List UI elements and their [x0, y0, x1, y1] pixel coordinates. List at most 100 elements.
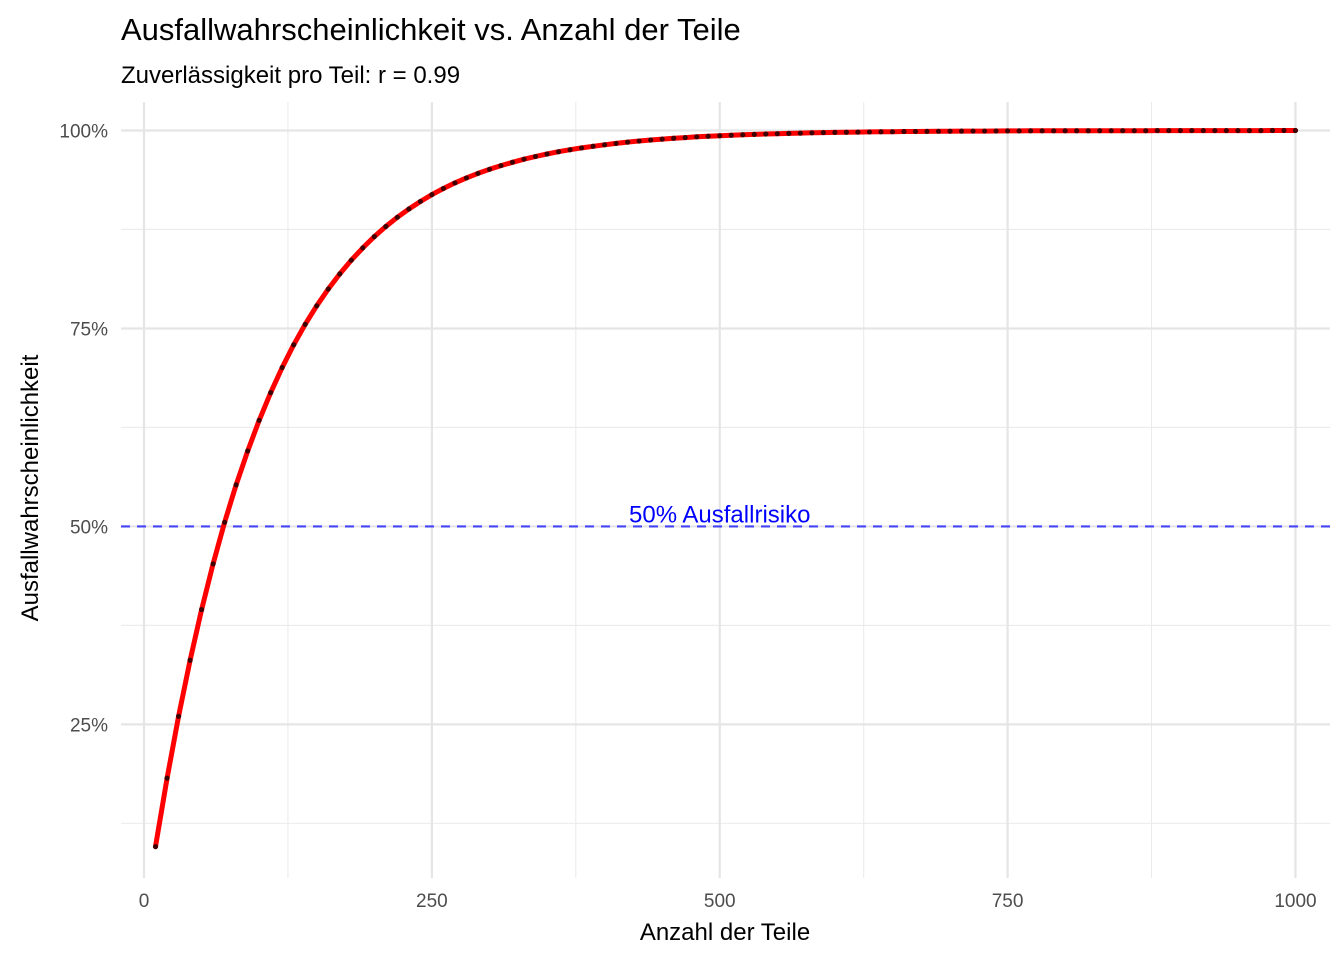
data-point	[832, 129, 838, 136]
data-point	[314, 303, 320, 309]
data-point	[337, 271, 343, 277]
data-point	[774, 131, 780, 137]
data-point	[1028, 128, 1034, 134]
data-point	[302, 321, 308, 327]
data-point	[406, 206, 412, 212]
y-axis-title: Ausfallwahrscheinlichkeit	[17, 354, 44, 621]
data-point	[486, 166, 493, 172]
data-point	[659, 136, 665, 142]
x-tick-label: 500	[704, 891, 736, 912]
data-point	[532, 153, 539, 160]
reference-line-label: 50% Ausfallrisiko	[629, 501, 810, 528]
x-tick-label: 250	[416, 891, 448, 912]
data-point	[889, 129, 896, 135]
series-line	[153, 128, 1298, 850]
data-point	[717, 133, 723, 139]
data-point	[1292, 127, 1299, 134]
data-point	[1131, 128, 1137, 134]
data-point	[705, 133, 711, 139]
data-point	[360, 245, 366, 251]
x-tick-label: 1000	[1274, 891, 1316, 912]
data-point	[544, 151, 550, 157]
data-point	[463, 175, 470, 181]
data-point	[175, 713, 182, 719]
data-point	[245, 448, 251, 454]
data-point	[268, 390, 274, 396]
data-point	[809, 130, 815, 136]
data-point	[475, 170, 481, 177]
data-point	[602, 142, 608, 148]
data-point	[855, 129, 861, 135]
data-point	[555, 149, 562, 155]
reference-line-layer: 50% Ausfallrisiko	[121, 501, 1330, 528]
data-point	[164, 775, 170, 781]
data-point	[371, 234, 377, 240]
y-tick-label: 25%	[70, 715, 108, 736]
data-point	[1189, 127, 1195, 134]
data-point	[1166, 127, 1172, 134]
data-point	[291, 342, 297, 348]
data-point	[1120, 128, 1126, 134]
chart-title: Ausfallwahrscheinlichkeit vs. Anzahl der…	[121, 12, 741, 47]
data-point	[694, 134, 700, 140]
data-point	[993, 128, 999, 134]
x-tick-label: 0	[139, 891, 150, 912]
data-point	[613, 140, 619, 147]
data-point	[1235, 127, 1241, 134]
data-point	[1051, 128, 1057, 134]
data-point	[222, 519, 228, 525]
data-point	[912, 128, 919, 135]
data-point	[878, 129, 884, 135]
y-tick-label: 100%	[59, 122, 108, 143]
data-point	[256, 417, 262, 423]
data-point	[233, 482, 239, 488]
data-point	[279, 364, 285, 371]
data-point	[394, 214, 400, 220]
data-point	[1062, 128, 1068, 134]
data-point	[648, 137, 654, 143]
data-point	[187, 657, 193, 663]
data-point	[383, 223, 389, 230]
y-tick-label: 75%	[70, 319, 108, 340]
data-point	[348, 257, 354, 263]
data-point	[152, 844, 159, 850]
data-point	[521, 156, 527, 162]
data-point	[1177, 127, 1183, 134]
data-point	[843, 129, 850, 135]
data-point	[1039, 128, 1045, 134]
data-point	[452, 180, 458, 186]
data-point	[1143, 128, 1149, 134]
data-point	[797, 130, 803, 136]
x-axis-title: Anzahl der Teile	[640, 919, 810, 946]
series-layer	[152, 127, 1299, 850]
data-point	[1246, 127, 1252, 134]
data-point	[417, 198, 423, 205]
x-tick-label: 750	[992, 891, 1024, 912]
data-point	[590, 143, 596, 149]
data-point	[970, 128, 976, 134]
data-point	[1223, 127, 1229, 134]
data-point	[820, 129, 826, 136]
data-point	[636, 138, 642, 144]
data-point	[786, 130, 792, 136]
data-point	[947, 128, 953, 134]
data-point	[1097, 128, 1103, 134]
data-point	[671, 135, 677, 141]
data-point	[498, 162, 504, 169]
data-point	[1005, 128, 1011, 134]
data-point	[1212, 127, 1218, 134]
data-point	[1016, 128, 1022, 134]
data-point	[1108, 128, 1114, 134]
data-point	[1258, 127, 1264, 134]
chart-subtitle: Zuverlässigkeit pro Teil: r = 0.99	[121, 62, 460, 89]
data-point	[625, 139, 631, 145]
data-point	[866, 129, 873, 135]
data-point	[740, 132, 746, 138]
data-point	[1281, 127, 1287, 134]
x-axis-ticks: 0 250 500 750 1000	[139, 891, 1317, 912]
data-point	[1154, 127, 1160, 134]
minor-gridlines	[121, 102, 1330, 878]
data-point	[325, 286, 331, 292]
data-point	[1200, 127, 1206, 134]
